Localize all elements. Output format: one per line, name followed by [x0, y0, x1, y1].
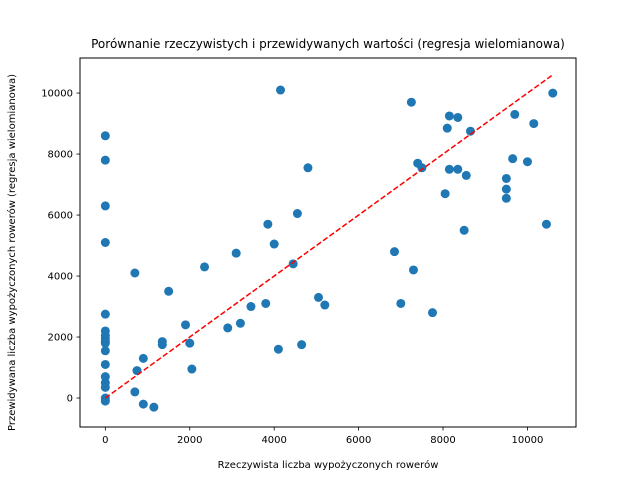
data-point: [320, 300, 330, 310]
data-point: [427, 308, 437, 318]
data-point: [396, 298, 406, 308]
data-point: [273, 344, 283, 354]
data-point: [548, 88, 558, 98]
x-tick-label: 8000: [430, 435, 455, 446]
data-point: [292, 209, 302, 219]
data-point: [453, 112, 463, 122]
x-ticks: 0 2000 4000 6000 8000 10000: [102, 427, 543, 446]
reference-line: [104, 74, 554, 399]
data-point: [246, 302, 256, 312]
points-layer: [100, 85, 558, 412]
data-point: [408, 265, 418, 275]
data-point: [261, 298, 271, 308]
data-point: [314, 292, 323, 302]
data-point: [453, 164, 463, 174]
data-point: [501, 184, 511, 194]
chart-title: Porównanie rzeczywistych i przewidywanyc…: [91, 37, 565, 51]
data-point: [130, 387, 140, 397]
data-point: [100, 238, 110, 247]
data-point: [100, 155, 110, 165]
y-ticks: 0 2000 4000 6000 8000 10000: [41, 89, 80, 405]
x-tick-label: 4000: [261, 435, 286, 446]
reference-line-layer: [104, 74, 554, 399]
data-point: [529, 119, 539, 129]
y-tick-label: 10000: [41, 89, 73, 100]
x-tick-label: 2000: [177, 435, 202, 446]
data-point: [149, 402, 159, 412]
data-point: [138, 353, 148, 363]
data-point: [185, 338, 195, 348]
x-tick-label: 6000: [346, 435, 371, 446]
data-point: [461, 170, 471, 180]
data-point: [100, 382, 110, 392]
data-point: [541, 219, 551, 229]
y-tick-label: 6000: [48, 211, 73, 222]
data-point: [181, 320, 191, 330]
x-axis-label: Rzeczywista liczba wypożyczonych rowerów: [218, 459, 439, 471]
data-point: [417, 163, 427, 173]
y-tick-label: 4000: [48, 272, 73, 283]
data-point: [276, 85, 286, 95]
x-tick-label: 10000: [512, 435, 544, 446]
data-point: [501, 173, 511, 183]
data-point: [231, 248, 241, 258]
data-point: [269, 239, 279, 249]
data-point: [522, 157, 532, 167]
y-tick-label: 8000: [48, 150, 73, 161]
data-point: [100, 359, 110, 369]
data-point: [223, 323, 233, 333]
plot-frame: [79, 57, 577, 428]
data-point: [389, 247, 399, 257]
data-point: [100, 131, 110, 141]
data-point: [297, 340, 307, 350]
data-point: [501, 193, 511, 203]
data-point: [303, 163, 313, 173]
data-point: [138, 399, 148, 409]
data-point: [200, 262, 210, 272]
data-point: [444, 111, 454, 121]
data-point: [100, 201, 110, 211]
data-point: [440, 189, 450, 199]
data-point: [510, 109, 520, 119]
data-point: [288, 259, 298, 269]
x-tick-label: 0: [102, 435, 108, 446]
y-tick-label: 0: [67, 394, 73, 405]
data-point: [100, 338, 110, 348]
data-point: [459, 225, 469, 235]
data-point: [444, 164, 454, 174]
data-point: [508, 154, 518, 164]
data-point: [100, 396, 110, 406]
data-point: [100, 346, 110, 356]
data-point: [164, 286, 174, 296]
data-point: [442, 123, 452, 133]
data-point: [130, 268, 140, 278]
data-point: [406, 97, 416, 107]
data-point: [100, 309, 110, 319]
y-axis-label: Przewidywana liczba wypożyczonych roweró…: [6, 74, 18, 431]
y-tick-label: 2000: [48, 333, 73, 344]
data-point: [157, 340, 167, 350]
data-point: [187, 364, 197, 374]
data-point: [263, 219, 273, 229]
data-point: [235, 318, 245, 328]
